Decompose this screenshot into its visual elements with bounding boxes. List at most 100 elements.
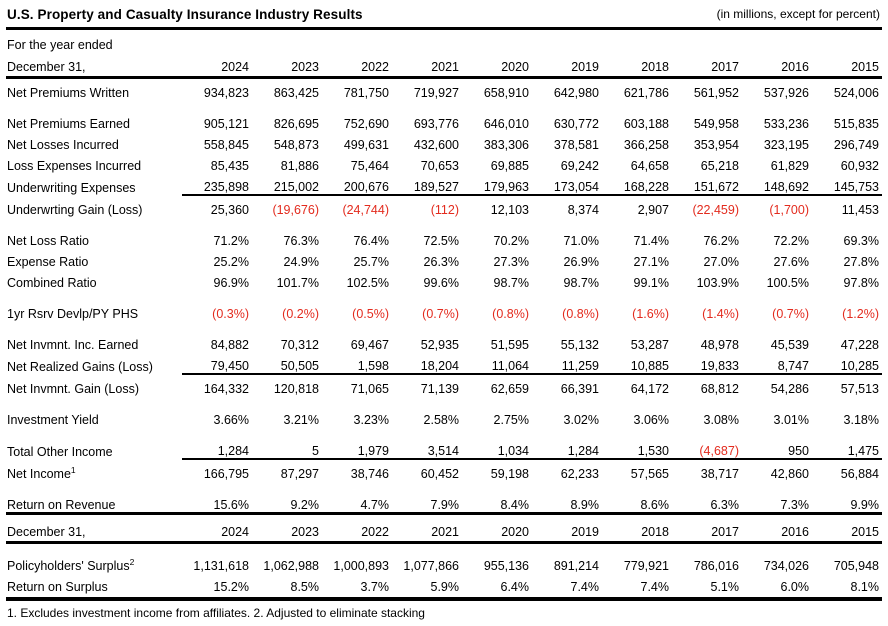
cell-value: 11,259 [532,352,602,375]
cell-value: 955,136 [483,558,529,573]
cell-value: 38,746 [350,466,389,481]
cell-value: 179,963 [462,173,532,196]
surplus-header-label: December 31, [6,512,182,544]
cell-value: 1,530 [602,427,672,460]
year-header: 2021 [392,52,462,79]
cell-value: 1,000,893 [333,558,389,573]
cell-value: (24,744) [342,202,389,217]
cell-value: 100.5% [766,275,809,290]
cell-value: 27.6% [773,254,809,269]
cell-value: 1,598 [322,352,392,375]
row-label: Return on Revenue [7,497,116,512]
cell-value: 950 [742,427,812,460]
row-label: Net Losses Incurred [7,137,119,152]
cell-value: 59,198 [490,466,529,481]
table-row: Net Loss Ratio 71.2% 76.3% 76.4% 72.5% 70.2% 7… [6,217,882,248]
cell-value: 48,978 [700,337,739,352]
cell-value: 235,898 [182,173,252,196]
cell-value: 8,747 [742,352,812,375]
row-label: Net Income1 [7,464,76,481]
cell-value: 8.1% [812,573,882,601]
cell-value: 3.21% [283,412,319,427]
cell-value: 646,010 [483,116,529,131]
year-header: 2024 [182,512,252,544]
cell-value: 71.2% [213,233,249,248]
cell-value: 8.4% [500,497,530,512]
cell-value: 752,690 [343,116,389,131]
cell-value: 515,835 [833,116,879,131]
row-label: Underwriting Expenses [7,180,136,195]
cell-value: 60,452 [420,466,459,481]
cell-value: 8.9% [570,497,600,512]
row-label: Net Realized Gains (Loss) [7,359,153,374]
header-spacer [462,30,532,52]
cell-value: 11,064 [462,352,532,375]
cell-value: (0.5%) [352,306,389,321]
table-row: Net Losses Incurred 558,845 548,873 499,631… [6,131,882,152]
cell-value: 71.4% [633,233,669,248]
cell-value: 3.06% [633,412,669,427]
table-row: Underwrting Gain (Loss) 25,360 (19,676) (24… [6,195,882,217]
cell-value: 705,948 [833,558,879,573]
cell-value: 215,002 [252,173,322,196]
cell-value: 62,659 [490,381,529,396]
cell-value: 6.3% [710,497,740,512]
table-row: Underwriting Expenses 235,898 215,002 200,6… [6,173,882,196]
cell-value: 120,818 [273,381,319,396]
cell-value: 779,921 [623,558,669,573]
cell-value: 25.2% [213,254,249,269]
cell-value: 76.2% [703,233,739,248]
cell-value: 2.75% [493,412,529,427]
table-header-line1: For the year ended [6,30,882,52]
cell-value: 27.0% [703,254,739,269]
cell-value: 9.9% [850,497,880,512]
cell-value: (1.2%) [842,306,879,321]
cell-value: 72.5% [423,233,459,248]
cell-value: 353,954 [693,137,739,152]
cell-value: 4.7% [360,497,390,512]
cell-value: 1,077,866 [403,558,459,573]
row-label: Policyholders' Surplus2 [7,556,135,573]
results-table: For the year ended December 31, 2024 2023 20… [6,30,882,601]
footnote-marker: 2 [129,556,135,567]
cell-value: 549,958 [693,116,739,131]
table-row: Combined Ratio 96.9% 101.7% 102.5% 99.6% 98.7… [6,269,882,290]
cell-value: 101.7% [276,275,319,290]
cell-value: (1.6%) [632,306,669,321]
row-label: Investment Yield [7,412,99,427]
cell-value: 15.6% [213,497,249,512]
cell-value: (0.2%) [282,306,319,321]
footnote: 1. Excludes investment income from affil… [7,606,425,620]
cell-value: 8.5% [252,573,322,601]
header-spacer [182,30,252,52]
cell-value: 1,284 [532,427,602,460]
cell-value: 5.9% [392,573,462,601]
cell-value: (4,687) [672,427,742,460]
year-header: 2017 [672,52,742,79]
row-label: Combined Ratio [7,275,97,290]
cell-value: 99.1% [633,275,669,290]
cell-value: 11,453 [841,202,879,217]
cell-value: 68,812 [700,381,739,396]
cell-value: 366,258 [623,137,669,152]
header-label-line1: For the year ended [7,37,113,52]
cell-value: 70.2% [493,233,529,248]
table-row: Net Realized Gains (Loss) 79,450 50,505 1,5… [6,352,882,375]
cell-value: 97.8% [843,275,879,290]
cell-value: 891,214 [553,558,599,573]
cell-value: 27.1% [633,254,669,269]
cell-value: 69.3% [843,233,879,248]
cell-value: 378,581 [553,137,599,152]
cell-value: 537,926 [763,85,809,100]
cell-value: 42,860 [770,466,809,481]
cell-value: 54,286 [770,381,809,396]
table-row: Total Other Income 1,284 5 1,979 3,514 1,034 1… [6,427,882,460]
cell-value: 102.5% [346,275,389,290]
header-spacer [252,30,322,52]
year-header: 2021 [392,512,462,544]
cell-value: 9.2% [290,497,320,512]
cell-value: 50,505 [252,352,322,375]
header-spacer [672,30,742,52]
table-row: Policyholders' Surplus2 1,131,618 1,062,98… [6,543,882,574]
cell-value: 1,979 [322,427,392,460]
